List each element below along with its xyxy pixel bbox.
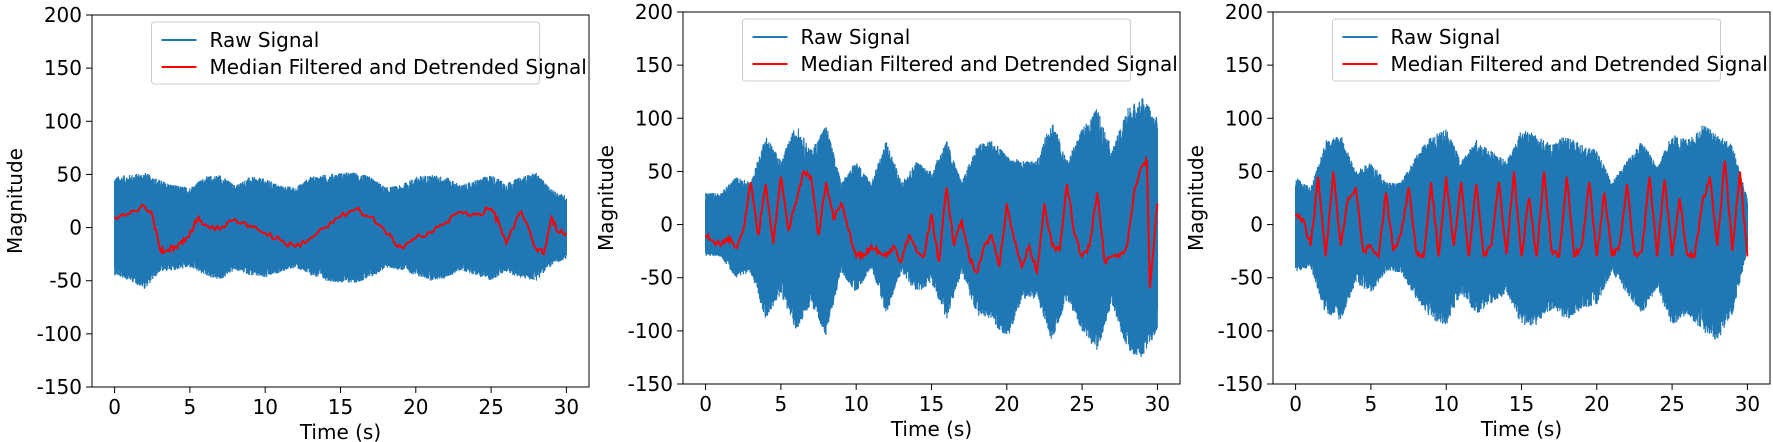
x-tick-label: 30 <box>1145 392 1170 416</box>
y-tick-label: 100 <box>1225 106 1263 130</box>
chart-panel-1: 0 5 10 15 20 25 30 -150 -100 -50 0 50 100 150 200 Time … <box>3 3 590 442</box>
x-tick-label: 10 <box>252 395 277 419</box>
legend: Raw Signal Median Filtered and Detrended … <box>1332 18 1768 82</box>
y-tick-label: -100 <box>1218 319 1263 343</box>
x-tick-label: 10 <box>843 392 868 416</box>
y-tick-label: 0 <box>1250 213 1263 237</box>
raw-signal-series <box>1294 125 1749 340</box>
y-tick-label: 0 <box>69 216 82 240</box>
raw-signal-series <box>113 172 568 289</box>
y-tick-label: 100 <box>44 109 82 133</box>
x-tick-label: 20 <box>403 395 428 419</box>
x-tick-label: 30 <box>554 395 579 419</box>
x-tick-label: 20 <box>994 392 1019 416</box>
legend-entry: Raw Signal <box>801 25 911 49</box>
legend-box <box>742 18 1131 82</box>
x-tick-label: 25 <box>1659 392 1684 416</box>
x-axis-label: Time (s) <box>890 417 972 441</box>
x-tick-label: 20 <box>1584 392 1609 416</box>
y-tick-label: -50 <box>1230 266 1263 290</box>
y-tick-label: 150 <box>635 53 673 77</box>
y-tick-label: 150 <box>1225 53 1263 77</box>
y-tick-label: -150 <box>628 372 673 396</box>
y-tick-label: 50 <box>57 162 82 186</box>
filtered-signal-series <box>704 155 1159 289</box>
legend-box <box>1332 18 1721 82</box>
x-tick-label: 15 <box>328 395 353 419</box>
x-tick-label: 25 <box>1069 392 1094 416</box>
y-tick-label: -100 <box>37 322 82 346</box>
y-axis-label: Magnitude <box>3 148 27 254</box>
y-tick-label: 50 <box>1238 159 1263 183</box>
x-tick-label: 15 <box>1509 392 1534 416</box>
x-axis-label: Time (s) <box>1480 417 1562 441</box>
x-tick-label: 15 <box>919 392 944 416</box>
legend-entry: Median Filtered and Detrended Signal <box>1391 52 1768 76</box>
x-tick-label: 0 <box>699 392 712 416</box>
x-tick-label: 30 <box>1735 392 1760 416</box>
y-tick-label: 150 <box>44 56 82 80</box>
legend-entry: Raw Signal <box>210 28 320 52</box>
y-tick-label: -150 <box>37 375 82 399</box>
y-tick-label: 0 <box>660 213 673 237</box>
x-tick-label: 5 <box>184 395 197 419</box>
plot-area <box>704 98 1159 357</box>
x-tick-label: 0 <box>108 395 121 419</box>
filtered-signal-series <box>113 203 568 256</box>
legend-entry: Median Filtered and Detrended Signal <box>210 55 587 79</box>
legend-entry: Raw Signal <box>1391 25 1501 49</box>
legend: Raw Signal Median Filtered and Detrended … <box>151 21 587 85</box>
x-tick-label: 5 <box>1365 392 1378 416</box>
filtered-signal-series <box>1294 160 1749 260</box>
y-axis-label: Magnitude <box>1184 145 1208 251</box>
y-tick-label: 100 <box>635 106 673 130</box>
y-axis-label: Magnitude <box>594 145 618 251</box>
y-tick-label: 200 <box>44 3 82 27</box>
y-tick-label: 50 <box>648 159 673 183</box>
x-tick-label: 10 <box>1433 392 1458 416</box>
y-tick-label: 200 <box>1225 0 1263 24</box>
y-tick-label: -50 <box>640 266 673 290</box>
chart-panel-3: 0 5 10 15 20 25 30 -150 -100 -50 0 50 100 150 200 Time … <box>1184 0 1771 441</box>
legend: Raw Signal Median Filtered and Detrended … <box>742 18 1178 82</box>
chart-panel-2: 0 5 10 15 20 25 30 -150 -100 -50 0 50 100 150 200 Time … <box>594 0 1181 441</box>
x-axis-label: Time (s) <box>299 420 381 442</box>
plot-area <box>113 172 568 289</box>
y-tick-label: 200 <box>635 0 673 24</box>
x-tick-label: 25 <box>478 395 503 419</box>
raw-signal-series <box>704 98 1159 357</box>
legend-box <box>151 21 540 85</box>
y-tick-label: -50 <box>49 269 82 293</box>
y-tick-label: -150 <box>1218 372 1263 396</box>
y-tick-label: -100 <box>628 319 673 343</box>
legend-entry: Median Filtered and Detrended Signal <box>801 52 1178 76</box>
x-tick-label: 5 <box>775 392 788 416</box>
plot-area <box>1294 125 1749 340</box>
x-tick-label: 0 <box>1289 392 1302 416</box>
